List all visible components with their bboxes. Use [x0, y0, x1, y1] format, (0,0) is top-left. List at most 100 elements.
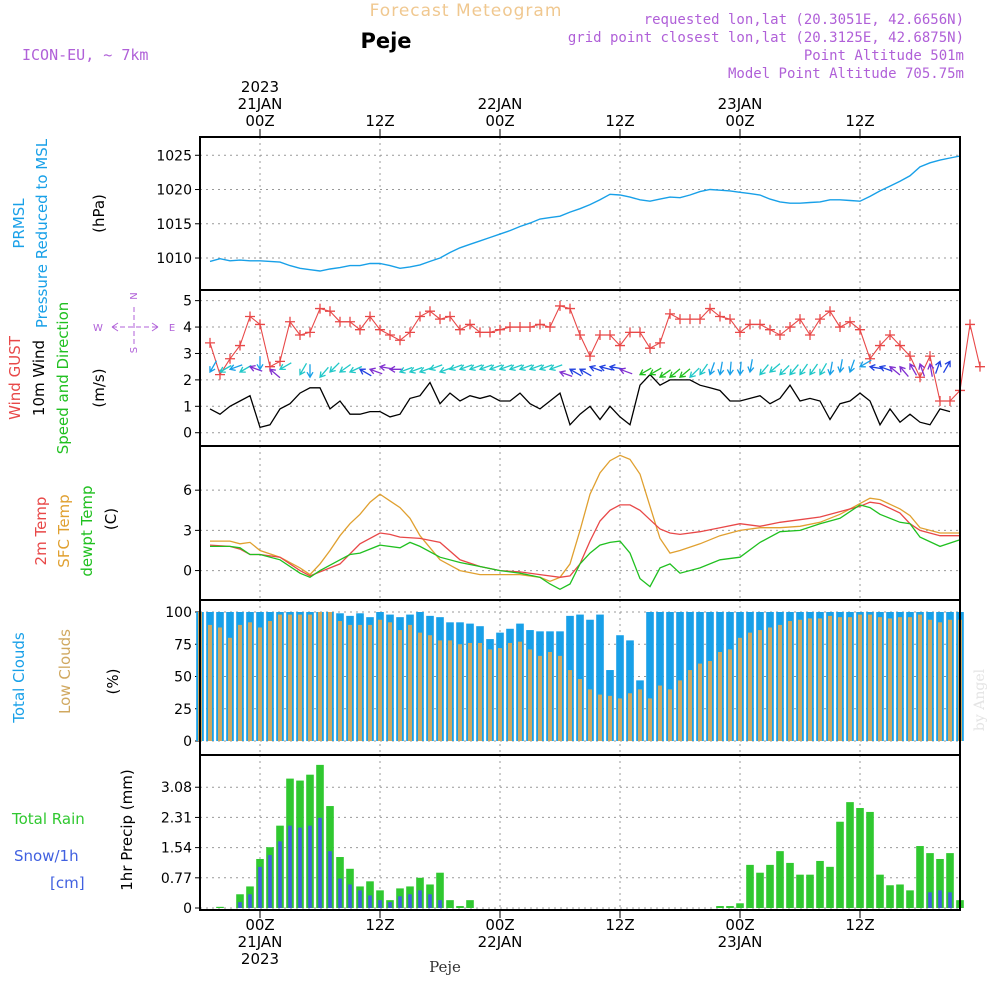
gust-marker	[545, 322, 555, 333]
compass-east: E	[169, 323, 175, 334]
gust-marker	[805, 329, 815, 340]
low-cloud-bar	[488, 649, 492, 741]
low-cloud-bar	[318, 612, 322, 741]
bottom-time-label: 00Z	[725, 916, 754, 934]
low-cloud-bar	[868, 614, 872, 741]
point-altitude: Point Altitude 501m	[804, 48, 964, 64]
wind-direction-arrow	[878, 364, 893, 372]
snow-bar	[308, 825, 312, 908]
gust-marker	[385, 329, 395, 340]
rain-bar	[846, 802, 854, 908]
ylabel-prmsl: PRMSL	[10, 198, 28, 249]
panel-frame	[199, 136, 961, 291]
wind-direction-arrow	[588, 364, 603, 372]
wind-direction-arrow	[918, 362, 926, 377]
low-cloud-bar	[768, 627, 772, 741]
rain-bar	[776, 851, 784, 908]
wind-direction-arrow	[598, 364, 613, 372]
ylabel-precip: 1hr Precip (mm)	[118, 769, 136, 890]
rain-bar	[926, 853, 934, 908]
low-cloud-bar	[828, 615, 832, 741]
low-cloud-bar	[248, 622, 252, 741]
wind-direction-arrow	[508, 364, 523, 372]
wind-direction-arrow	[538, 364, 553, 372]
y-tick-label: 2	[183, 373, 192, 389]
gust-marker	[585, 351, 595, 362]
gust-marker	[465, 319, 475, 330]
gust-marker	[365, 311, 375, 322]
total-cloud-bar	[676, 612, 684, 741]
low-cloud-bar	[278, 614, 282, 741]
temp-dewpt-line	[210, 504, 961, 591]
requested-coords: requested lon,lat (20.3051E, 42.6656N)	[644, 12, 964, 28]
rain-bar	[766, 864, 774, 908]
y-tick-label: 4	[183, 320, 192, 336]
wind-direction-arrow	[717, 361, 725, 376]
gust-line	[209, 305, 981, 402]
low-cloud-bar	[358, 624, 362, 741]
wind-direction-arrow	[568, 368, 582, 377]
rain-bar	[436, 872, 444, 908]
gust-marker	[645, 343, 655, 354]
gust-marker	[715, 311, 725, 322]
gust-marker	[855, 324, 865, 335]
ylabel-2m-temp: 2m Temp	[32, 497, 50, 566]
wind-direction-arrow	[458, 364, 473, 372]
bottom-time-label: 21JAN	[238, 933, 283, 951]
y-tick-label: 3.08	[161, 780, 192, 796]
rain-bar	[856, 808, 864, 908]
ylabel-unit: (%)	[104, 669, 122, 695]
low-cloud-bar	[548, 651, 552, 741]
rain-bar	[866, 811, 874, 908]
low-cloud-bar	[588, 689, 592, 741]
rain-bar	[716, 906, 724, 908]
rain-bar	[836, 821, 844, 908]
rain-bar	[756, 872, 764, 908]
low-cloud-bar	[648, 698, 652, 741]
gust-marker	[635, 327, 645, 338]
top-time-label: 12Z	[845, 112, 874, 130]
low-cloud-bar	[448, 640, 452, 741]
ylabel-low-clouds: Low Clouds	[56, 629, 74, 714]
wind-direction-arrow	[578, 368, 592, 377]
gust-marker	[275, 356, 285, 367]
gust-marker	[625, 327, 635, 338]
wind-direction-arrow	[218, 364, 232, 373]
snow-bar	[318, 817, 322, 908]
wind-direction-arrow	[699, 363, 709, 376]
wind-direction-arrow	[329, 362, 340, 373]
top-time-label: 21JAN	[238, 95, 283, 113]
snow-bar	[358, 890, 362, 908]
pressure-line	[209, 155, 961, 272]
snow-bar	[338, 878, 342, 908]
gust-marker	[865, 353, 875, 364]
low-cloud-bar	[538, 655, 542, 741]
rain-bar	[876, 874, 884, 908]
low-cloud-bar	[428, 635, 432, 741]
snow-bar	[268, 855, 272, 908]
y-tick-label: 0	[183, 564, 192, 580]
gust-marker	[815, 314, 825, 325]
low-cloud-bar	[518, 641, 522, 741]
y-tick-label: 2.31	[161, 810, 192, 826]
low-cloud-bar	[948, 619, 952, 741]
snow-bar	[348, 884, 352, 908]
gust-marker	[525, 322, 535, 333]
gust-marker	[285, 316, 295, 327]
wind-line	[209, 373, 951, 429]
bottom-time-label: 2023	[241, 950, 279, 968]
ylabel-gust: Wind GUST	[6, 335, 24, 420]
gust-marker	[535, 319, 545, 330]
ylabel-pressure: Pressure Reduced to MSL	[33, 138, 51, 328]
total-cloud-bar	[576, 614, 584, 741]
gust-marker	[445, 311, 455, 322]
gust-marker	[405, 327, 415, 338]
low-cloud-bar	[918, 614, 922, 741]
low-cloud-bar	[568, 670, 572, 741]
rain-bar	[916, 846, 924, 908]
gust-marker	[695, 314, 705, 325]
top-time-label: 00Z	[485, 112, 514, 130]
total-cloud-bar	[586, 619, 594, 741]
